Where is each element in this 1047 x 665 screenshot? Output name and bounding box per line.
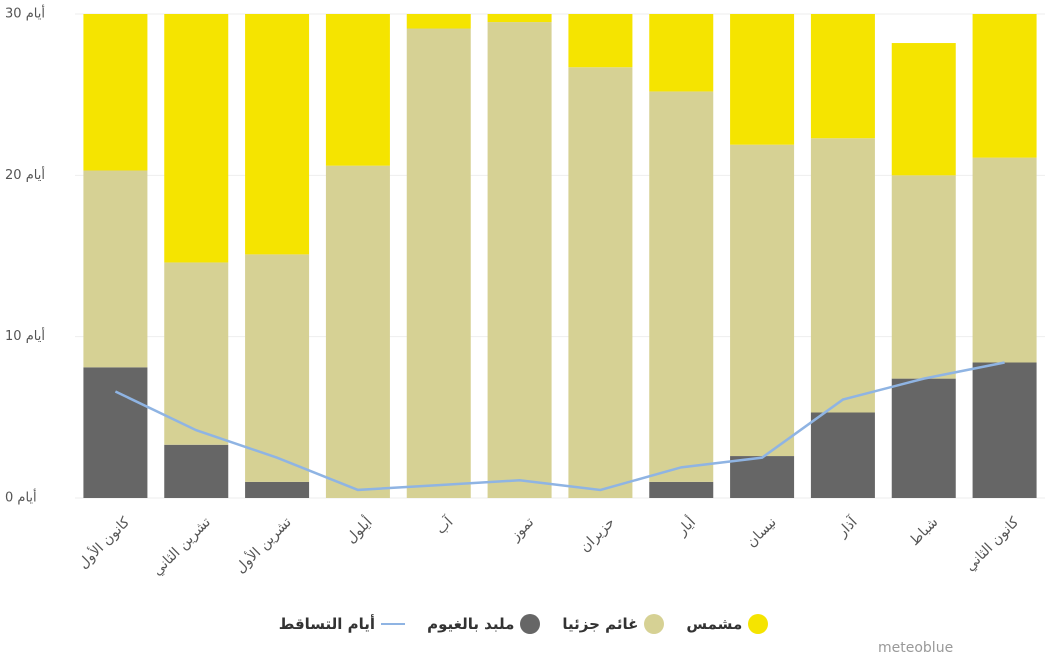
credit: meteoblue [878,640,954,656]
x-tick-label: حزيران [577,514,618,555]
bar-segment [810,412,875,498]
y-tick-label: 10 أيام [5,327,45,344]
precipitation-line [114,361,1005,492]
bar-segment [730,456,795,498]
bar-segment [891,43,956,176]
bar-segment [83,170,148,368]
legend-symbol [381,623,406,625]
x-tick-label: آب [432,513,457,538]
x-tick-label: نيسان [744,514,780,550]
x-tick-label: كانون الأول [74,513,133,572]
legend-item[interactable]: ملبد بالغيوم [427,614,541,634]
x-tick-label: أيلول [342,513,376,547]
legend-label: مشمس [686,615,743,633]
y-tick-label: 20 أيام [5,166,45,183]
x-tick-label: كانون الثاني [962,514,1022,574]
bar-segment [83,14,148,171]
bar-segment [325,165,390,499]
bar-segment [164,14,229,263]
bar-segment [245,254,310,482]
bar-segment [83,367,148,498]
bar-segment [730,144,795,457]
chart: 0 أيام 10 أيام 20 أيام 30 أيام كانون الأول تش… [5,5,1045,579]
bar-segment [406,28,471,499]
legend-label: أيام التساقط [278,615,376,633]
y-tick-label: 30 أيام [5,5,45,22]
bar-segment [649,481,714,498]
bar-segment [649,91,714,482]
bar-segment [406,14,471,29]
legend-symbol [520,614,541,634]
legend-label: ملبد بالغيوم [427,615,515,633]
bar-segment [891,175,956,379]
bar-segment [810,138,875,413]
bar-segment [325,14,390,166]
bar-segment [972,362,1037,498]
bar-segment [568,67,633,499]
legend-item[interactable]: غائم جزئيا [562,614,665,634]
bar-segment [891,378,956,498]
x-tick-label: شباط [907,514,942,549]
legend-label: غائم جزئيا [562,615,639,633]
bar-segment [487,14,552,23]
legend-item[interactable]: أيام التساقط [278,614,406,634]
bar-segment [487,22,552,499]
bar-segment [730,14,795,145]
bar-segment [245,14,310,255]
legend: مشمس غائم جزئيا ملبد بالغيوم أيام التساقط [0,614,1047,634]
bar-segment [649,14,714,92]
x-tick-label: تشرين الثاني [149,514,214,579]
bar-segment [568,14,633,68]
x-tick-label: آذار [833,513,861,541]
bar-segment [972,14,1037,158]
bar-segment [164,262,229,445]
x-tick-label: تموز [507,514,537,544]
x-tick-label: أيار [672,513,699,540]
legend-item[interactable]: مشمس [686,614,769,634]
legend-symbol [644,614,665,634]
legend-symbol [748,614,769,634]
bar-segment [164,444,229,498]
y-tick-label: 0 أيام [5,489,37,506]
x-tick-label: تشرين الأول [231,513,295,577]
bar-segment [972,157,1037,363]
bar-segment [810,14,875,139]
bar-segment [245,481,310,498]
